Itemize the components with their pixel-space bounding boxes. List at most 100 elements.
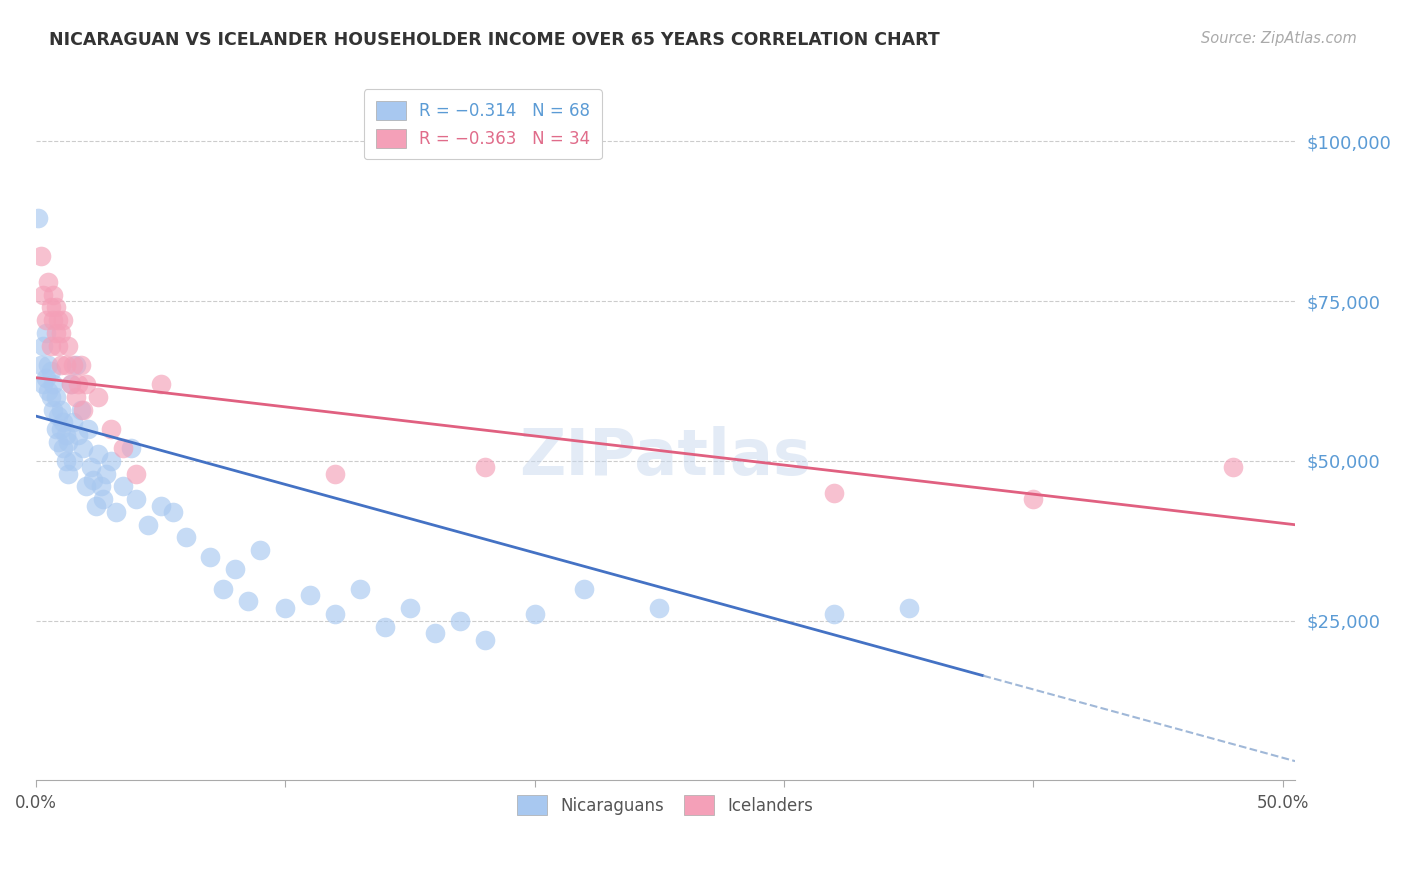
Point: [35, 370, 58, 384]
Point: [574, 582, 596, 596]
Point: [124, 492, 146, 507]
Point: [48, 434, 70, 449]
Point: [39, 339, 62, 353]
Point: [112, 479, 135, 493]
Point: [48, 313, 70, 327]
Point: [104, 505, 127, 519]
Point: [48, 339, 70, 353]
Text: Source: ZipAtlas.com: Source: ZipAtlas.com: [1201, 31, 1357, 46]
Point: [323, 467, 346, 481]
Point: [897, 600, 920, 615]
Point: [49, 402, 72, 417]
Point: [69, 402, 91, 417]
Point: [69, 358, 91, 372]
Point: [399, 600, 422, 615]
Point: [58, 434, 80, 449]
Point: [120, 441, 142, 455]
Point: [823, 485, 845, 500]
Point: [72, 441, 94, 455]
Point: [67, 377, 90, 392]
Point: [49, 326, 72, 340]
Point: [39, 390, 62, 404]
Point: [124, 467, 146, 481]
Point: [65, 358, 87, 372]
Point: [35, 326, 58, 340]
Point: [249, 543, 271, 558]
Point: [48, 409, 70, 423]
Point: [42, 287, 65, 301]
Point: [212, 582, 235, 596]
Point: [42, 402, 65, 417]
Point: [30, 358, 52, 372]
Point: [49, 358, 72, 372]
Text: NICARAGUAN VS ICELANDER HOUSEHOLDER INCOME OVER 65 YEARS CORRELATION CHART: NICARAGUAN VS ICELANDER HOUSEHOLDER INCO…: [49, 31, 941, 49]
Point: [474, 460, 496, 475]
Point: [136, 517, 159, 532]
Point: [59, 377, 82, 392]
Point: [648, 600, 671, 615]
Point: [42, 377, 65, 392]
Point: [52, 313, 75, 327]
Point: [72, 402, 94, 417]
Point: [42, 313, 65, 327]
Point: [62, 416, 84, 430]
Point: [45, 390, 67, 404]
Point: [80, 460, 103, 475]
Point: [474, 632, 496, 647]
Point: [37, 275, 59, 289]
Point: [39, 364, 62, 378]
Point: [77, 422, 100, 436]
Point: [349, 582, 371, 596]
Point: [374, 620, 396, 634]
Point: [523, 607, 546, 622]
Point: [59, 377, 82, 392]
Point: [49, 422, 72, 436]
Point: [37, 384, 59, 398]
Point: [52, 441, 75, 455]
Point: [1022, 492, 1045, 507]
Point: [236, 594, 259, 608]
Point: [37, 358, 59, 372]
Point: [45, 326, 67, 340]
Point: [112, 441, 135, 455]
Text: ZIPatlas: ZIPatlas: [519, 426, 811, 488]
Point: [52, 416, 75, 430]
Point: [449, 614, 471, 628]
Point: [162, 505, 184, 519]
Point: [87, 390, 110, 404]
Point: [27, 211, 49, 225]
Point: [82, 473, 104, 487]
Point: [174, 531, 197, 545]
Point: [274, 600, 297, 615]
Point: [299, 588, 322, 602]
Point: [94, 467, 117, 481]
Point: [100, 422, 122, 436]
Point: [149, 499, 172, 513]
Point: [323, 607, 346, 622]
Point: [62, 358, 84, 372]
Point: [149, 377, 172, 392]
Legend: Nicaraguans, Icelanders: Nicaraguans, Icelanders: [508, 786, 824, 825]
Point: [55, 428, 77, 442]
Point: [30, 249, 52, 263]
Point: [75, 377, 97, 392]
Point: [90, 479, 112, 493]
Point: [45, 422, 67, 436]
Point: [1222, 460, 1244, 475]
Point: [224, 562, 246, 576]
Point: [65, 390, 87, 404]
Point: [100, 454, 122, 468]
Point: [67, 428, 90, 442]
Point: [91, 492, 114, 507]
Point: [35, 313, 58, 327]
Point: [32, 287, 55, 301]
Point: [55, 454, 77, 468]
Point: [32, 377, 55, 392]
Point: [62, 454, 84, 468]
Point: [87, 447, 110, 461]
Point: [58, 339, 80, 353]
Point: [823, 607, 845, 622]
Point: [423, 626, 446, 640]
Point: [75, 479, 97, 493]
Point: [39, 301, 62, 315]
